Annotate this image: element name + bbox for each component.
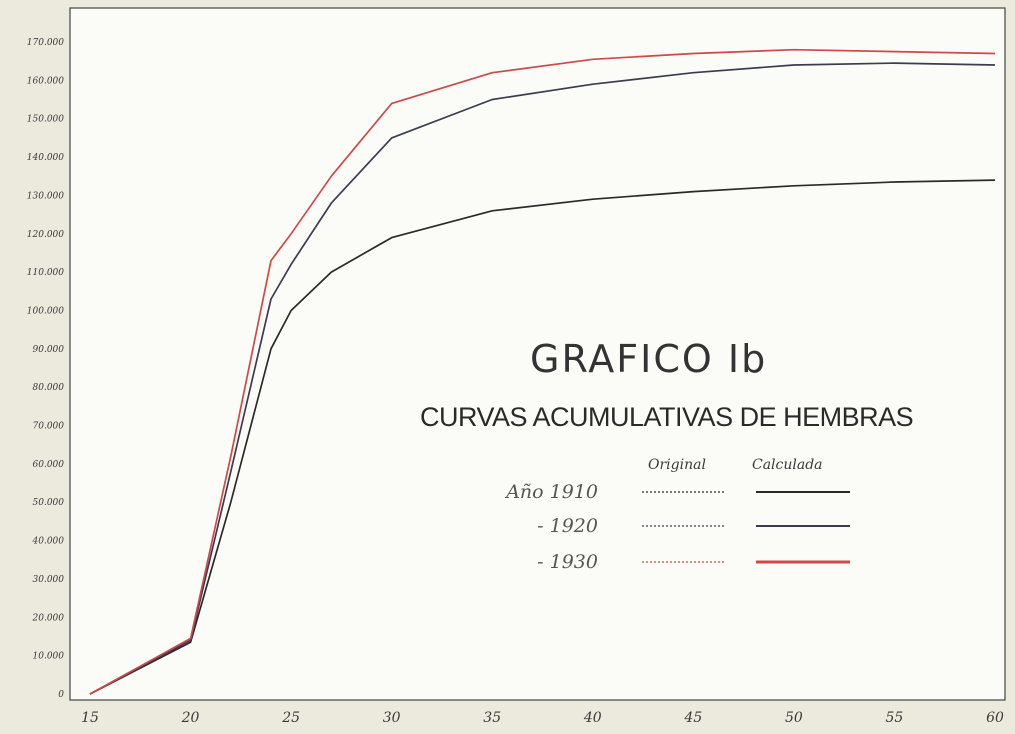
series-lines [89,48,996,695]
x-tick-label: 20 [181,710,200,726]
y-tick-label: 120.000 [27,230,64,240]
y-axis-ticks: 0 10.000 20.000 30.000 40.000 50.000 60.000 70.… [27,38,64,700]
legend-header-calculada: Calculada [752,457,823,473]
x-tick-label: 25 [281,710,300,726]
y-tick-label: 150.000 [27,115,64,125]
y-tick-label: 170.000 [27,38,64,48]
x-tick-label: 55 [886,710,904,726]
x-tick-label: 30 [383,710,401,726]
legend-header-original: Original [648,457,706,473]
series-line [89,179,996,695]
series-line [89,48,996,695]
y-tick-label: 40.000 [32,537,65,547]
x-tick-label: 35 [483,710,501,726]
y-tick-label: 110.000 [27,268,64,278]
x-tick-label: 50 [785,710,803,726]
y-tick-label: 10.000 [33,652,65,662]
y-tick-label: 100.000 [27,306,64,316]
legend-label: - 1920 [537,515,598,537]
y-tick-label: 50.000 [33,498,65,508]
series-line [89,62,996,695]
y-tick-label: 20.000 [32,613,65,623]
x-axis-ticks: 15 20 25 30 35 40 45 50 55 60 [81,710,1004,726]
y-tick-label: 130.000 [27,191,64,201]
y-tick-label: 30.000 [33,575,65,585]
chart-title: GRAFICO Ib [530,337,767,381]
chart-subtitle: CURVAS ACUMULATIVAS DE HEMBRAS [420,402,913,432]
x-tick-label: 60 [986,710,1004,726]
legend-label: - 1930 [537,551,598,573]
legend-label: Año 1910 [504,481,598,503]
y-tick-label: 70.000 [33,422,65,432]
legend-rows: Año 1910 - 1920 - 1930 [504,481,850,573]
y-tick-label: 140.000 [27,153,64,163]
plot-area [69,7,1006,701]
x-tick-label: 40 [583,710,602,726]
y-tick-label: 0 [58,690,64,700]
x-tick-label: 15 [81,710,99,726]
y-tick-label: 160.000 [27,76,64,86]
legend: Original Calculada Año 1910 - 1920 - 1930 [504,457,850,573]
x-tick-label: 45 [683,710,702,726]
y-tick-label: 80.000 [33,383,65,393]
y-tick-label: 90.000 [33,345,65,355]
y-tick-label: 60.000 [33,460,65,470]
